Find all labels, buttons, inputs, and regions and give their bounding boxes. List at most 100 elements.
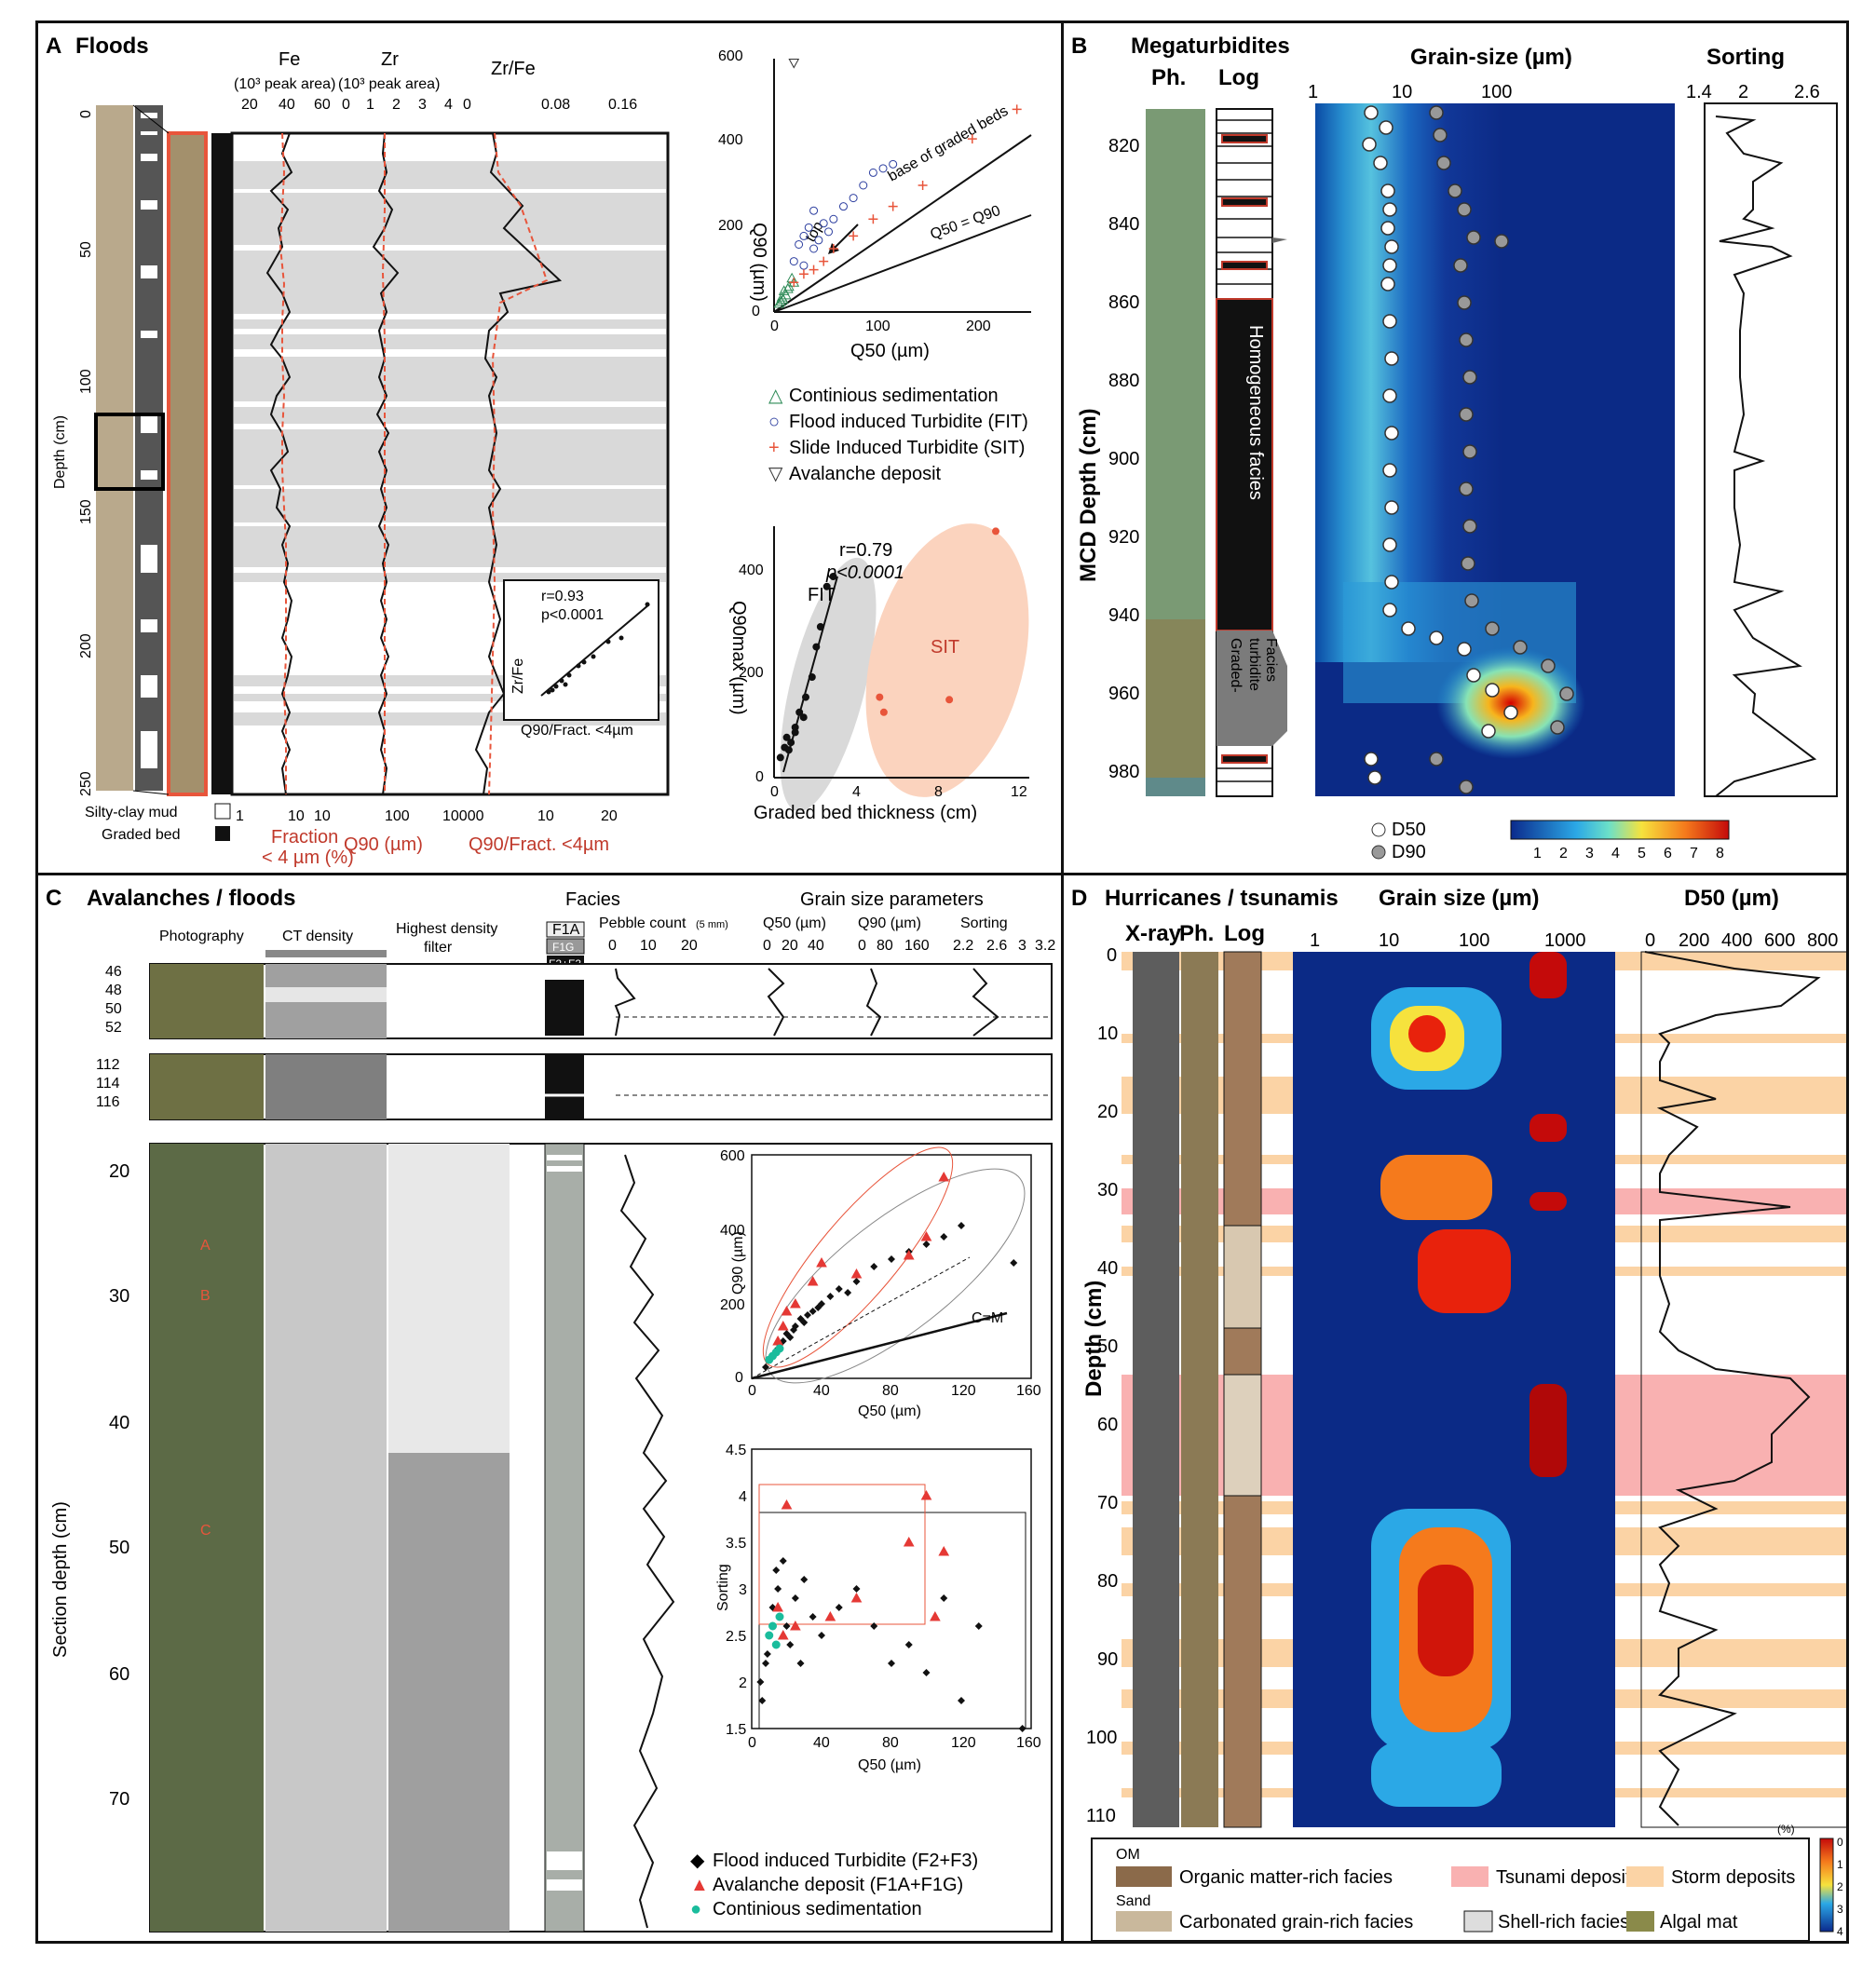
data-point (808, 673, 816, 681)
grain-ticks: 1 10 100 1000 (1310, 930, 1586, 951)
sort-tick: 3 (1018, 938, 1026, 954)
legend-down-triangle-icon: ▽ (768, 464, 783, 484)
panel-d-figure: D Hurricanes / tsunamis X-ray Ph. Log Gr… (1071, 886, 1846, 1941)
data-point (790, 1326, 797, 1334)
q50-header: Q50 (µm) (763, 915, 826, 931)
q90-tick: 160 (904, 938, 930, 954)
legend-triangle-icon: △ (768, 386, 783, 406)
pebble-unit: (5 mm) (696, 919, 728, 930)
panel-a-figure: A Floods Fe (10³ peak area) Zr (10³ peak… (46, 34, 1032, 868)
depth-tick: 860 (1108, 292, 1139, 313)
cb-tick: 0 (1837, 1836, 1843, 1849)
core-photo (96, 105, 133, 791)
data-point (809, 1308, 817, 1315)
strip1-tick: 52 (105, 1020, 122, 1036)
sand-legend-label: Sand (1116, 1893, 1150, 1909)
legend-label: Carbonated grain-rich facies (1179, 1912, 1413, 1933)
zr-tick: 4 (444, 97, 453, 113)
depth-tick: 840 (1108, 214, 1139, 235)
data-point (799, 231, 809, 240)
q90-q50-scatter: C=M Q90 (µm) Q50 (µm) 600 400 200 0 0 40… (720, 1146, 1041, 1419)
panel-b: B Megaturbidites Ph. Log Grain-size (µm)… (1061, 20, 1849, 875)
x-tick: 160 (1016, 1735, 1041, 1751)
inset-r: r=0.93 (541, 589, 584, 604)
data-point (816, 1256, 827, 1268)
q90-label: Q90 (µm) (344, 834, 423, 855)
data-point (859, 181, 868, 190)
legend-label: Tsunami deposits (1496, 1867, 1640, 1888)
zr-q90-curve (381, 133, 386, 794)
grain-ticks: 1 10 100 (1308, 82, 1512, 102)
hot-spot (1436, 647, 1585, 759)
cb-tick: 1 (1837, 1858, 1843, 1871)
data-point (930, 1610, 941, 1621)
heatmap-blobs (1371, 952, 1567, 1807)
zrfe-tick: 0 (463, 97, 471, 113)
homogeneous-facies-block (1216, 298, 1273, 631)
fe-peak-label: (10³ peak area) (234, 76, 335, 92)
d50-legend-icon (1371, 822, 1386, 837)
panel-title: Megaturbidites (1131, 34, 1290, 59)
data-point (938, 1171, 950, 1182)
panel-c-legend: ◆ Flood induced Turbidite (F2+F3) ▲ Aval… (690, 1851, 978, 1919)
grain-tick: 1 (1310, 930, 1320, 951)
legend-label: Continious sedimentation (789, 386, 999, 406)
om-swatch (1116, 1866, 1172, 1887)
data-point (940, 1233, 948, 1241)
data-point (756, 1678, 765, 1686)
data-point (788, 59, 800, 69)
depth-tick: 200 (78, 633, 94, 658)
sorting-tick: 2 (1738, 82, 1748, 102)
strip1-tick: 48 (105, 983, 122, 998)
data-point (829, 214, 838, 224)
facies-header: Facies (565, 889, 620, 910)
log-lines (1217, 119, 1272, 782)
data-point (780, 289, 792, 300)
data-point (787, 739, 795, 747)
data-point (824, 227, 834, 237)
depth-tick: 250 (78, 771, 94, 796)
cb-tick: 4 (1837, 1925, 1843, 1938)
y-axis-label: Q90 (µm) (749, 223, 769, 302)
colorbar (1510, 820, 1730, 840)
data-point (829, 573, 837, 580)
d90-legend-label: D90 (1392, 842, 1426, 862)
zr-ticks: 0 1 2 3 4 (342, 97, 453, 113)
data-point (789, 278, 799, 288)
depth-tick: 10 (1097, 1024, 1118, 1044)
x-axis-label: Q50 (µm) (850, 341, 930, 361)
fraction-label-2: < 4 µm (%) (262, 848, 354, 868)
grain-size-title: Grain size (µm) (1379, 886, 1540, 911)
graded-label-2: turbidite (1246, 638, 1262, 691)
ct-density-image (265, 1144, 387, 1932)
panel-title: Floods (75, 34, 149, 59)
data-point (870, 1622, 878, 1630)
x-tick: 0 (770, 319, 779, 334)
y-tick: 4 (739, 1489, 747, 1505)
colorbar-ticks: 1 2 3 4 5 6 7 8 (1533, 846, 1724, 861)
panel-letter: D (1071, 886, 1087, 911)
panel-letter: A (46, 34, 61, 59)
zr-curve (372, 132, 400, 795)
log-header: Log (1224, 921, 1265, 946)
data-point (812, 643, 821, 651)
x-axis-label: Graded bed thickness (cm) (754, 803, 977, 823)
data-point (809, 264, 819, 275)
zoom-box (94, 413, 165, 491)
data-point (918, 181, 928, 190)
fe-tick: 40 (279, 97, 295, 113)
panel-title: Avalanches / floods (87, 886, 296, 911)
data-point (796, 1660, 805, 1667)
grain-tick: 1 (1308, 82, 1318, 102)
q90-header: Q90 (µm) (858, 915, 921, 931)
data-point (967, 134, 977, 144)
silty-swatch (214, 803, 231, 820)
d50-tick: 200 (1679, 930, 1709, 951)
data-point (774, 1585, 782, 1593)
data-point (795, 239, 804, 249)
y-axis-label: Sorting (715, 1564, 731, 1611)
data-point (786, 1641, 795, 1648)
sorting-curve (1715, 115, 1817, 797)
triangle-icon: ▲ (690, 1875, 709, 1895)
data-point (765, 1631, 774, 1640)
